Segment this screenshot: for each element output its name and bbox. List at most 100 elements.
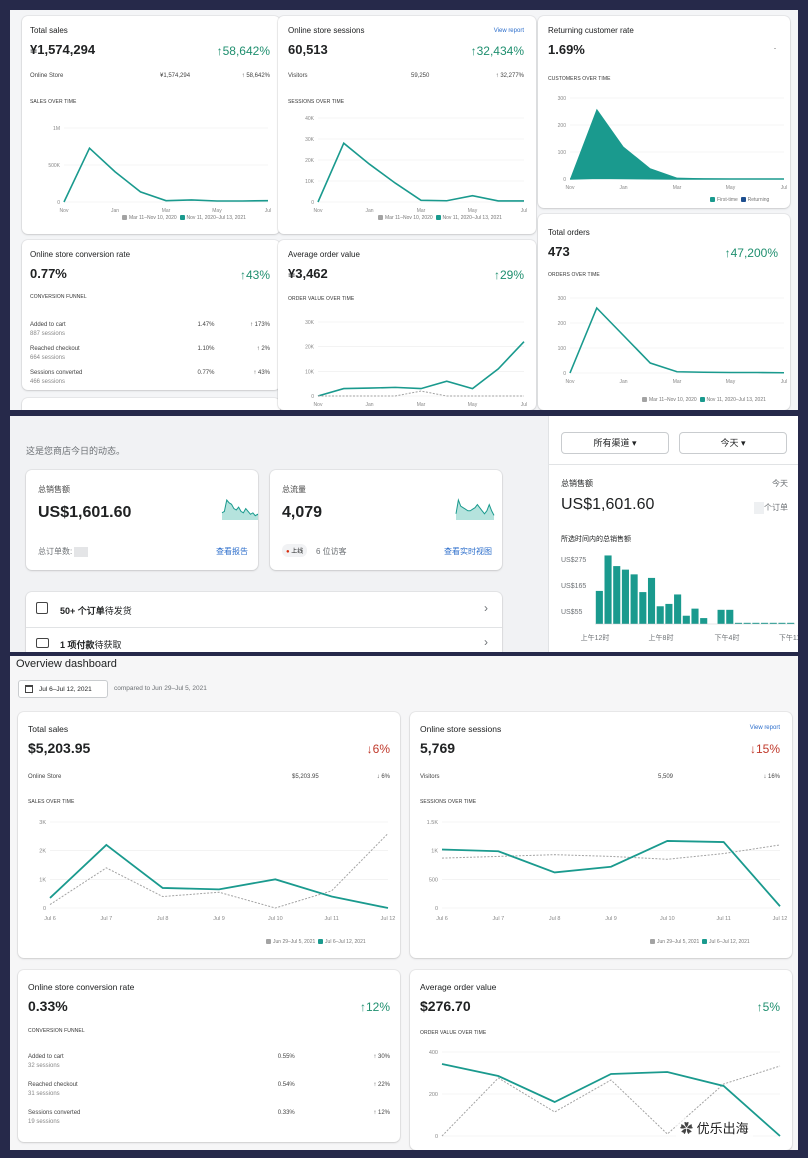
funnel-step-change: ↑ 12% [373, 1110, 390, 1116]
bar [734, 622, 743, 624]
current-period-line [441, 1063, 781, 1137]
card-title: Online store conversion rate [30, 250, 131, 259]
y-tick-label: 200 [558, 123, 567, 129]
channel-filter-button[interactable]: 所有渠道 ▾ [561, 432, 669, 454]
funnel-step-label: Sessions converted [30, 370, 83, 376]
chart-legend: Mar 11–Nov 10, 2020 Nov 11, 2020–Jul 13,… [378, 215, 502, 221]
download-icon [36, 602, 48, 614]
x-tick-label: May [468, 402, 478, 408]
date-range-picker[interactable]: Jul 6–Jul 12, 2021 [18, 680, 108, 698]
funnel-step-rate: 1.47% [197, 322, 215, 328]
bar [682, 615, 690, 624]
row-change: ↑ 32,277% [495, 73, 524, 79]
x-tick-label: Jul 10 [660, 916, 675, 922]
page-title: Overview dashboard [16, 658, 117, 670]
y-tick-label: US$55 [561, 609, 583, 616]
pane-value: US$1,601.60 [561, 496, 655, 513]
x-tick-label: Jul 11 [717, 916, 731, 922]
funnel-step-rate: 0.54% [277, 1082, 295, 1088]
current-period-line [49, 843, 389, 909]
chart-legend: Mar 11–Nov 10, 2020 Nov 11, 2020–Jul 13,… [642, 397, 766, 403]
date-range-text: Jul 6–Jul 12, 2021 [39, 686, 92, 693]
middle-home-panel: 这是您商店今日的动态。 总销售额 US$1,601.60 总订单数: 查看报告 … [10, 416, 798, 652]
card-label: 总销售额 [38, 485, 70, 494]
task-orders-to-fulfill[interactable]: 50+ 个订单待发货 › [26, 592, 502, 628]
view-report-link[interactable]: 查看报告 [216, 547, 248, 556]
y-tick-label: 300 [558, 96, 567, 102]
chart-caption: 所选时间内的总销售额 [561, 536, 631, 543]
y-tick-label: 3K [39, 820, 46, 826]
metric-dash: - [774, 46, 776, 52]
previous-period-line [49, 833, 389, 909]
task-list: 50+ 个订单待发货 › 1 项付款待获取 › [26, 592, 502, 652]
watermark: ✿ 优乐出海 [676, 1118, 753, 1137]
x-tick-label: May [726, 379, 736, 385]
metric-change: ↑12% [359, 1000, 390, 1014]
bar [700, 618, 708, 624]
x-tick-label: 下午11时 [779, 633, 798, 642]
x-tick-label: Nov [314, 402, 323, 408]
card-title: Online store sessions [420, 724, 502, 734]
funnel-caption: CONVERSION FUNNEL [28, 1028, 85, 1034]
pane-date: 今天 [772, 479, 788, 488]
bar [726, 609, 734, 624]
x-tick-label: Mar [673, 379, 682, 385]
view-report-link[interactable]: View report [749, 725, 780, 731]
card-title: Online store sessions [288, 26, 365, 35]
funnel-step-label: Added to cart [28, 1054, 64, 1060]
date-filter-button[interactable]: 今天 ▾ [679, 432, 787, 454]
x-tick-label: May [468, 208, 478, 214]
pane-label: 总销售额 [561, 479, 593, 488]
x-tick-label: 下午4时 [715, 633, 740, 642]
sparkline-line [455, 498, 495, 516]
order-value-over-time-chart: 400 200 0 [429, 1050, 781, 1140]
row-value: $5,203.95 [292, 774, 319, 780]
y-tick-label: 30K [305, 137, 315, 143]
x-tick-label: Jan [619, 379, 627, 385]
x-tick-label: Jul [781, 185, 787, 191]
live-view-link[interactable]: 查看实时视图 [444, 547, 492, 556]
task-payments-to-capture[interactable]: 1 项付款待获取 › [26, 628, 502, 652]
metric-value: 5,769 [420, 740, 456, 756]
x-tick-label: Jul [265, 208, 271, 214]
metric-value: 4,079 [282, 504, 323, 521]
y-tick-label: 40K [305, 116, 315, 122]
funnel-step-rate: 0.77% [197, 370, 215, 376]
card-icon [36, 638, 49, 648]
y-tick-label: 10K [305, 369, 315, 375]
funnel-step-sessions: 31 sessions [28, 1091, 60, 1097]
x-tick-label: Jul 7 [101, 916, 113, 922]
card-total-orders: Total orders 473 ↑47,200% ORDERS OVER TI… [538, 214, 790, 410]
view-report-link[interactable]: View report [493, 28, 524, 34]
x-tick-label: Jul 10 [268, 916, 283, 922]
y-tick-label: 0 [311, 394, 314, 400]
metric-value: 1.69% [548, 42, 585, 57]
bar [787, 622, 795, 624]
x-tick-label: Jul 11 [325, 916, 339, 922]
card-today-traffic[interactable]: 总流量 4,079 ● 上线 6 位访客 查看实时视图 [270, 470, 502, 570]
metric-change: ↑5% [756, 1000, 780, 1014]
y-tick-label: 100 [558, 150, 567, 156]
bar [630, 574, 638, 624]
card-online-store-sessions-weekly: Online store sessions View report 5,769 … [410, 712, 792, 958]
y-tick-label: 400 [429, 1050, 438, 1056]
card-today-sales[interactable]: 总销售额 US$1,601.60 总订单数: 查看报告 [26, 470, 258, 570]
chart-legend: Jun 29–Jul 5, 2021 Jul 6–Jul 12, 2021 [266, 939, 366, 945]
y-tick-label: 200 [429, 1092, 438, 1098]
y-tick-label: 10K [305, 179, 315, 185]
bar [656, 606, 664, 624]
metric-value: $5,203.95 [28, 740, 91, 756]
card-title: Returning customer rate [548, 26, 634, 35]
x-tick-label: Jul 12 [773, 916, 788, 922]
row-label: Visitors [288, 73, 308, 79]
chart-legend: First-time Returning [710, 197, 769, 203]
bar [691, 608, 699, 624]
funnel-caption: CONVERSION FUNNEL [30, 294, 87, 300]
x-tick-label: Jul [521, 402, 527, 408]
metric-value: US$1,601.60 [38, 504, 132, 521]
metric-change: ↑47,200% [724, 246, 778, 260]
x-tick-label: 上午8时 [649, 633, 674, 642]
bar [674, 594, 682, 624]
